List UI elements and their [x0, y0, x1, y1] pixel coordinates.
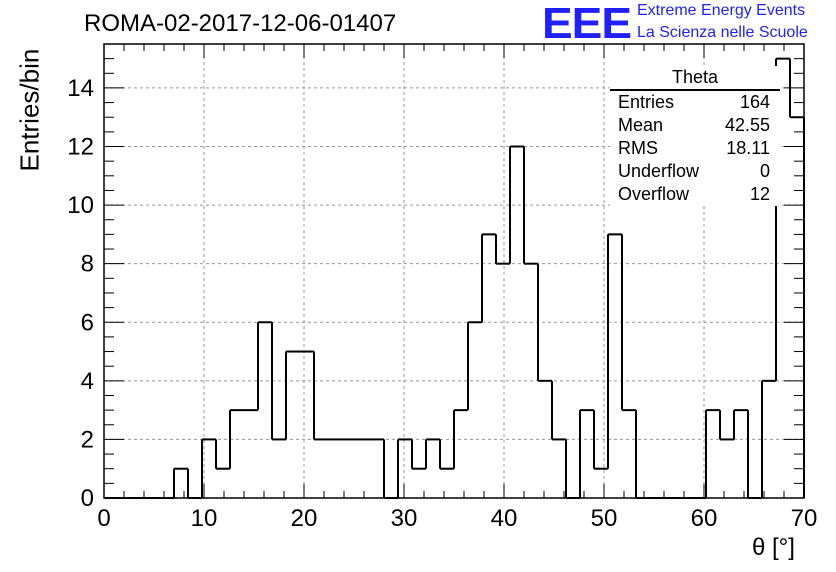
plot-frame [103, 43, 805, 499]
stats-label: RMS [618, 138, 658, 158]
x-tick-label: 70 [791, 505, 818, 532]
x-tick-label: 30 [391, 505, 418, 532]
stats-row-rms: RMS 18.11 [610, 137, 780, 160]
stats-row-mean: Mean 42.55 [610, 114, 780, 137]
y-tick-label: 0 [81, 485, 94, 512]
chart-title: ROMA-02-2017-12-06-01407 [84, 10, 397, 37]
stats-row-overflow: Overflow 12 [610, 183, 780, 206]
x-axis-label: θ [°] [752, 534, 795, 561]
stats-row-underflow: Underflow 0 [610, 160, 780, 183]
x-tick-label: 60 [691, 505, 718, 532]
y-tick-label: 12 [67, 134, 94, 161]
logo-caption-line2: La Scienza nelle Scuole [637, 24, 808, 41]
stats-value: 12 [749, 184, 770, 204]
y-tick-label: 10 [67, 192, 94, 219]
stats-value: 42.55 [724, 115, 770, 135]
y-tick-label: 6 [81, 309, 94, 336]
x-tick-label: 40 [491, 505, 518, 532]
stats-label: Underflow [618, 161, 700, 181]
x-tick-label: 10 [191, 505, 218, 532]
x-tick-label: 50 [591, 505, 618, 532]
y-tick-label: 2 [81, 426, 94, 453]
eee-logo: EEE [542, 0, 632, 48]
y-axis-label: Entries/bin [14, 48, 45, 172]
y-tick-label: 14 [67, 75, 94, 102]
stats-title: Theta [610, 66, 780, 91]
stats-value: 18.11 [726, 138, 770, 158]
stats-label: Entries [618, 92, 675, 112]
logo-caption-line1: Extreme Energy Events [637, 2, 806, 19]
y-tick-label: 4 [81, 368, 94, 395]
stats-value: 164 [739, 92, 770, 112]
stats-box: Theta Entries 164 Mean 42.55 RMS 18.11 U… [610, 66, 780, 206]
stats-label: Overflow [618, 184, 690, 204]
stats-row-entries: Entries 164 [610, 91, 780, 114]
stats-value: 0 [759, 161, 770, 181]
x-tick-label: 20 [291, 505, 318, 532]
x-tick-label: 0 [97, 505, 110, 532]
stats-label: Mean [618, 115, 664, 135]
y-tick-label: 8 [81, 251, 94, 278]
